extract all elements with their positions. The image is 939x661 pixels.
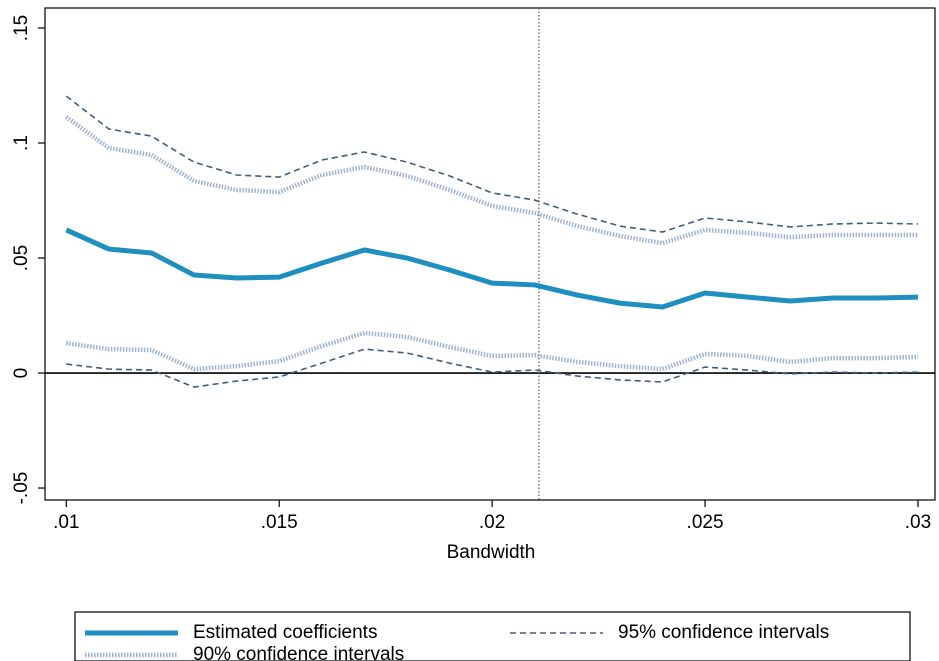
series-line xyxy=(65,95,918,233)
legend-label: 95% confidence intervals xyxy=(618,622,829,643)
x-tick-label: .025 xyxy=(687,512,724,533)
series-line xyxy=(65,227,919,310)
legend-label: 90% confidence intervals xyxy=(193,644,404,661)
series-line xyxy=(64,115,918,246)
x-axis-label: Bandwidth xyxy=(447,542,536,563)
y-tick-label: .05 xyxy=(11,245,32,271)
x-tick-label: .02 xyxy=(479,512,505,533)
series-line xyxy=(66,348,918,388)
legend-label: Estimated coefficients xyxy=(193,622,377,643)
x-tick-label: .03 xyxy=(905,512,931,533)
y-tick-label: -.05 xyxy=(11,472,32,505)
x-tick-label: .01 xyxy=(53,512,79,533)
series-line xyxy=(65,330,919,372)
x-tick-label: .015 xyxy=(261,512,298,533)
y-tick-label: 0 xyxy=(11,368,32,379)
plot-frame xyxy=(44,7,936,501)
y-tick-label: .1 xyxy=(11,135,32,151)
y-tick-label: .15 xyxy=(11,15,32,41)
legend-box xyxy=(74,611,911,661)
